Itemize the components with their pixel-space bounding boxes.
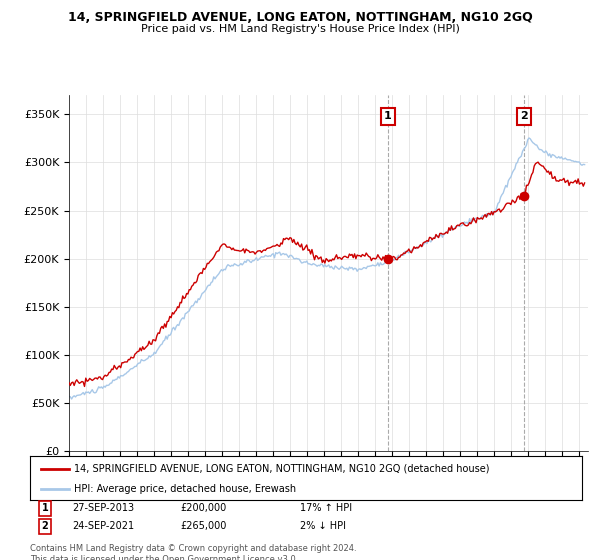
Text: 14, SPRINGFIELD AVENUE, LONG EATON, NOTTINGHAM, NG10 2GQ (detached house): 14, SPRINGFIELD AVENUE, LONG EATON, NOTT… [74, 464, 490, 474]
Text: Contains HM Land Registry data © Crown copyright and database right 2024.
This d: Contains HM Land Registry data © Crown c… [30, 544, 356, 560]
Text: 2: 2 [41, 521, 49, 531]
Text: HPI: Average price, detached house, Erewash: HPI: Average price, detached house, Erew… [74, 484, 296, 494]
Text: 14, SPRINGFIELD AVENUE, LONG EATON, NOTTINGHAM, NG10 2GQ: 14, SPRINGFIELD AVENUE, LONG EATON, NOTT… [68, 11, 532, 24]
Text: 1: 1 [41, 503, 49, 514]
Text: £265,000: £265,000 [180, 521, 226, 531]
Text: 1: 1 [384, 111, 392, 122]
Text: Price paid vs. HM Land Registry's House Price Index (HPI): Price paid vs. HM Land Registry's House … [140, 24, 460, 34]
Text: £200,000: £200,000 [180, 503, 226, 514]
Text: 24-SEP-2021: 24-SEP-2021 [72, 521, 134, 531]
Text: 27-SEP-2013: 27-SEP-2013 [72, 503, 134, 514]
Text: 2: 2 [520, 111, 528, 122]
Text: 17% ↑ HPI: 17% ↑ HPI [300, 503, 352, 514]
Text: 2% ↓ HPI: 2% ↓ HPI [300, 521, 346, 531]
